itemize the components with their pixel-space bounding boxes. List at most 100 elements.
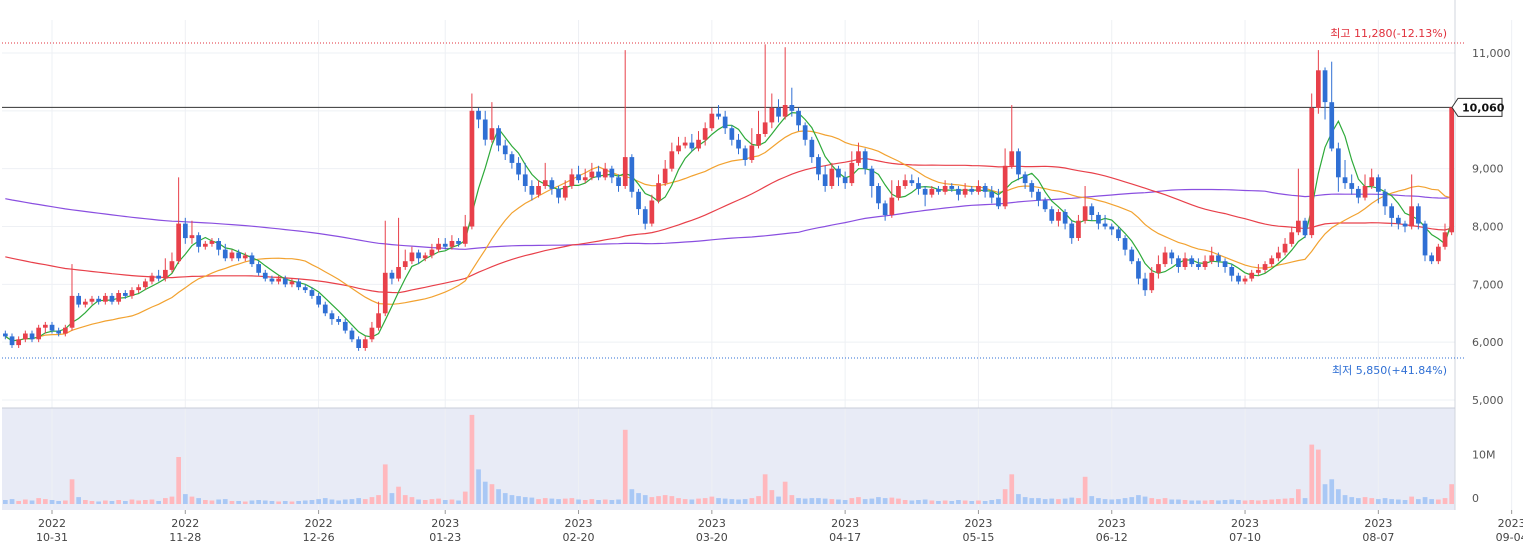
volume-bar — [722, 498, 728, 504]
volume-bar — [456, 500, 461, 504]
volume-bar — [516, 496, 521, 504]
volume-bar — [1002, 489, 1008, 504]
volume-bar — [902, 500, 908, 504]
x-tick-year: 2023 — [565, 517, 593, 530]
candle-body — [1209, 255, 1215, 262]
candle-body — [242, 255, 248, 259]
volume-bar — [1042, 499, 1048, 504]
volume-bar — [289, 501, 295, 504]
volume-bar — [109, 501, 115, 504]
candle-body — [876, 186, 881, 204]
volume-bar — [1409, 496, 1414, 504]
candle-body — [1016, 151, 1021, 175]
candle-body — [23, 333, 28, 340]
volume-bar — [869, 498, 875, 504]
volume-bar — [1282, 498, 1288, 504]
candle-body — [656, 183, 661, 201]
volume-bar — [63, 500, 68, 504]
x-tick-date: 06-12 — [1096, 531, 1128, 544]
candle-body — [1116, 229, 1121, 239]
candle-body — [569, 174, 575, 186]
volume-bar — [116, 500, 121, 504]
candle-body — [342, 321, 348, 331]
candle-body — [536, 186, 541, 195]
candle-body — [849, 162, 855, 184]
volume-bar — [9, 499, 15, 504]
volume-tick-label: 0 — [1472, 492, 1479, 505]
candle-body — [1129, 249, 1135, 262]
volume-bar — [3, 500, 8, 504]
volume-bar — [562, 498, 568, 504]
volume-bar — [1402, 500, 1408, 504]
volume-bar — [922, 499, 928, 504]
volume-bar — [269, 501, 275, 504]
volume-bar — [1009, 474, 1015, 504]
volume-bar — [689, 499, 695, 504]
volume-bar — [422, 500, 428, 504]
candle-body — [356, 339, 361, 348]
candle-body — [1356, 188, 1361, 198]
volume-bar — [822, 498, 828, 504]
volume-bar — [1189, 500, 1195, 504]
candle-body — [1029, 183, 1035, 192]
volume-bar — [776, 496, 781, 504]
candle-body — [103, 295, 108, 302]
candle-body — [203, 243, 208, 247]
volume-bar — [302, 500, 308, 504]
volume-bar — [1142, 496, 1148, 504]
volume-bar — [802, 498, 808, 504]
candle-body — [1449, 107, 1454, 233]
candle-body — [1089, 206, 1095, 215]
volume-bar — [1242, 500, 1248, 504]
candle-body — [916, 183, 921, 189]
candle-body — [1176, 258, 1181, 267]
volume-bar — [589, 499, 595, 504]
candle-body — [436, 243, 441, 250]
candle-body — [176, 223, 181, 262]
candle-body — [809, 139, 815, 158]
volume-bar — [602, 499, 608, 504]
candle-body — [96, 298, 101, 302]
candle-body — [229, 252, 235, 259]
price-tick-label: 9,000 — [1472, 163, 1504, 176]
x-tick-year: 2023 — [1098, 517, 1126, 530]
candle-body — [1056, 212, 1061, 221]
candle-body — [129, 290, 135, 296]
volume-bar — [782, 481, 788, 504]
volume-bar — [676, 498, 681, 504]
volume-bar — [43, 499, 48, 504]
volume-bar — [1156, 499, 1161, 504]
candle-body — [649, 200, 655, 224]
volume-bar — [816, 498, 821, 504]
candle-body — [163, 269, 168, 279]
candle-body — [1349, 183, 1355, 189]
volume-bar — [1309, 444, 1315, 504]
volume-bar — [1262, 500, 1268, 504]
volume-bar — [1129, 497, 1135, 504]
candle-body — [329, 313, 335, 320]
candle-body — [216, 241, 221, 250]
volume-bar — [642, 495, 648, 504]
candle-body — [1242, 278, 1248, 282]
candle-body — [1076, 220, 1081, 238]
volume-bar — [936, 501, 941, 504]
candle-body — [609, 168, 615, 178]
volume-bar — [409, 497, 415, 504]
volume-bar — [862, 499, 868, 504]
candle-body — [1236, 275, 1241, 282]
candle-body — [1222, 261, 1228, 267]
ma5-line — [4, 111, 1453, 342]
volume-bar — [856, 497, 861, 504]
volume-bar — [882, 498, 888, 504]
high-price-label: 최고 11,280(-12.13%) — [1330, 27, 1447, 40]
x-tick-year: 2023 — [1498, 517, 1523, 530]
candle-body — [169, 261, 175, 270]
candle-body — [89, 298, 95, 302]
candle-body — [482, 119, 488, 140]
candle-body — [1229, 267, 1235, 276]
candle-body — [249, 255, 255, 265]
volume-bar — [129, 499, 135, 504]
volume-bar — [1289, 498, 1295, 504]
volume-bar — [482, 481, 488, 504]
candle-body — [369, 327, 375, 340]
